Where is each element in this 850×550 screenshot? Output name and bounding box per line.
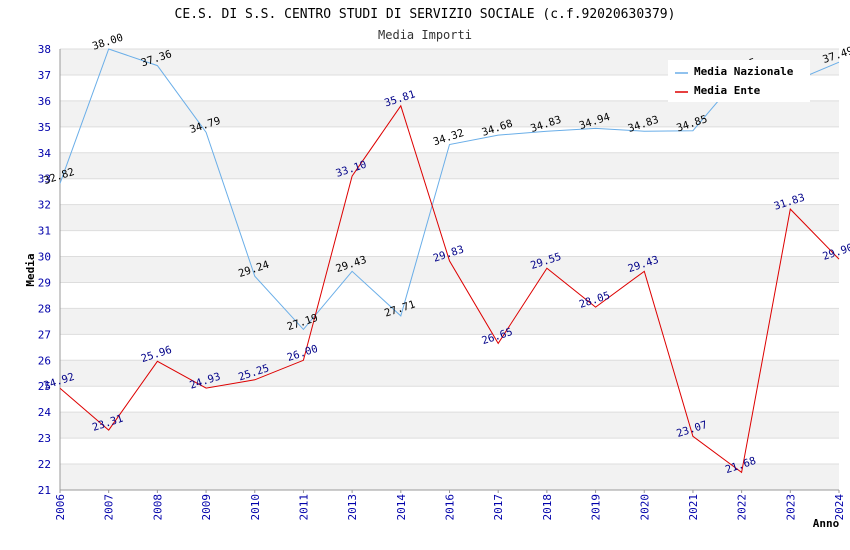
y-tick-label: 34 — [38, 147, 52, 160]
legend-label-nazionale: Media Nazionale — [694, 65, 794, 78]
y-tick-label: 26 — [38, 354, 51, 367]
grid-band — [60, 204, 839, 231]
grid-band — [60, 412, 839, 439]
y-tick-label: 24 — [38, 406, 52, 419]
x-tick-label: 2017 — [492, 494, 505, 521]
y-axis-title: Media — [24, 253, 37, 286]
data-label-nazionale: 34.32 — [432, 127, 466, 148]
grid-band — [60, 152, 839, 179]
x-tick-label: 2013 — [346, 494, 359, 521]
x-tick-label: 2014 — [395, 494, 408, 521]
y-tick-labels: 21 22 23 24 25 26 27 28 29 30 31 32 33 34 35 36 37 38 — [38, 43, 52, 497]
grid-bands — [60, 49, 839, 490]
x-tick-label: 2011 — [297, 494, 310, 521]
y-tick-label: 23 — [38, 432, 51, 445]
x-tick-label: 2009 — [200, 494, 213, 521]
y-tick-label: 32 — [38, 199, 51, 212]
legend-box — [668, 60, 810, 102]
grid-band — [60, 360, 839, 387]
x-axis-title: Anno — [813, 517, 840, 530]
x-tick-label: 2023 — [784, 494, 797, 521]
y-tick-label: 25 — [38, 380, 51, 393]
grid-band — [60, 464, 839, 490]
y-tick-label: 33 — [38, 173, 51, 186]
chart-subtitle: Media Importi — [378, 28, 472, 42]
x-tick-label: 2016 — [444, 494, 457, 521]
x-tick-label: 2021 — [687, 494, 700, 521]
x-tick-label: 2019 — [590, 494, 603, 521]
series-lines — [59, 48, 840, 474]
x-tick-label: 2018 — [541, 494, 554, 521]
series-line-media-nazionale — [59, 48, 840, 331]
data-label-ente: 28.05 — [578, 290, 612, 311]
x-tick-label: 2006 — [54, 494, 67, 521]
y-tick-label: 38 — [38, 43, 51, 56]
y-tick-label: 31 — [38, 225, 51, 238]
x-tick-label: 2024 — [833, 494, 846, 521]
chart-title: CE.S. DI S.S. CENTRO STUDI DI SERVIZIO S… — [175, 7, 676, 22]
legend-label-ente: Media Ente — [694, 84, 761, 97]
y-tick-label: 27 — [38, 328, 51, 341]
y-tick-label: 30 — [38, 251, 51, 264]
y-tick-label: 37 — [38, 69, 51, 82]
x-tick-label: 2010 — [249, 494, 262, 521]
data-label-nazionale: 32.82 — [42, 166, 76, 187]
y-tick-label: 21 — [38, 484, 51, 497]
x-tick-label: 2022 — [736, 494, 749, 521]
y-tick-label: 36 — [38, 95, 51, 108]
y-tick-label: 35 — [38, 121, 51, 134]
data-label-ente: 24.92 — [42, 371, 76, 392]
x-tick-labels: 2006 2007 2008 2009 2010 2011 2013 2014 2016 2017… — [54, 490, 846, 521]
y-tick-label: 29 — [38, 276, 51, 289]
x-tick-label: 2007 — [103, 494, 116, 521]
x-tick-label: 2008 — [151, 494, 164, 521]
grid-band — [60, 308, 839, 335]
legend: Media Nazionale Media Ente — [668, 60, 810, 102]
y-tick-label: 22 — [38, 458, 51, 471]
y-tick-label: 28 — [38, 302, 51, 315]
series-line-media-ente — [59, 104, 840, 474]
x-tick-label: 2020 — [638, 494, 651, 521]
grid-band — [60, 100, 839, 127]
